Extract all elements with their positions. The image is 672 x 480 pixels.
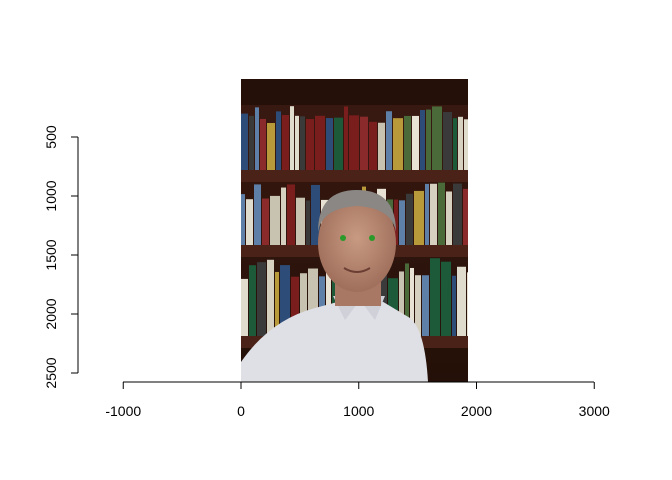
annotation-point-left bbox=[340, 235, 346, 241]
book-spine bbox=[287, 184, 295, 245]
book-spine bbox=[410, 267, 414, 336]
book-spine bbox=[326, 118, 333, 170]
book-spine bbox=[241, 113, 248, 170]
book-spine bbox=[295, 115, 299, 170]
book-spine bbox=[241, 194, 245, 245]
book-spine bbox=[369, 121, 377, 170]
book-spine bbox=[254, 184, 261, 245]
x-tick-label: 3000 bbox=[579, 403, 610, 419]
book-spine bbox=[406, 193, 413, 245]
book-spine bbox=[453, 118, 457, 170]
book-spine bbox=[414, 190, 424, 245]
book-spine bbox=[306, 119, 314, 170]
book-spine bbox=[275, 271, 279, 336]
book-spine bbox=[308, 268, 318, 336]
book-spine bbox=[249, 265, 256, 336]
book-spine bbox=[457, 266, 466, 336]
book-spine bbox=[430, 183, 437, 245]
book-spine bbox=[260, 118, 266, 170]
book-spine bbox=[282, 114, 289, 170]
book-spine bbox=[291, 276, 299, 336]
y-tick-label: 500 bbox=[43, 125, 59, 149]
book-spine bbox=[399, 200, 405, 245]
book-spine bbox=[241, 278, 248, 336]
book-spine bbox=[270, 195, 280, 245]
book-spine bbox=[426, 109, 431, 170]
x-axis-ticks: -1000 0 1000 2000 3000 bbox=[105, 382, 610, 419]
book-spine bbox=[326, 263, 331, 336]
book-spine bbox=[344, 106, 348, 170]
book-spine bbox=[425, 183, 429, 245]
book-spine bbox=[432, 106, 442, 170]
annotation-point-right bbox=[369, 235, 375, 241]
book-spine bbox=[334, 117, 343, 170]
x-tick-label: 2000 bbox=[461, 403, 492, 419]
book-spine bbox=[300, 116, 305, 170]
y-tick-label: 2500 bbox=[43, 357, 59, 388]
book-spine bbox=[276, 111, 281, 170]
book-spine bbox=[405, 263, 409, 336]
book-spine bbox=[246, 199, 253, 245]
book-spine bbox=[315, 115, 325, 170]
book-spine bbox=[262, 198, 269, 245]
y-tick-label: 2000 bbox=[43, 298, 59, 329]
x-tick-label: 0 bbox=[237, 403, 245, 419]
book-spine bbox=[267, 123, 275, 170]
book-spine bbox=[349, 115, 359, 170]
book-spine bbox=[281, 187, 286, 245]
book-spine bbox=[446, 191, 452, 245]
book-spine bbox=[280, 265, 290, 336]
book-spine bbox=[300, 273, 307, 336]
x-tick-label: 1000 bbox=[343, 403, 374, 419]
book-spine bbox=[441, 261, 451, 336]
book-spine bbox=[290, 106, 294, 170]
book-spine bbox=[458, 116, 463, 170]
book-spine bbox=[394, 199, 398, 245]
y-tick-label: 1500 bbox=[43, 239, 59, 270]
y-axis-ticks: 500 1000 1500 2000 2500 bbox=[43, 125, 78, 389]
book-spine bbox=[249, 115, 254, 170]
book-spine bbox=[311, 184, 320, 245]
book-spine bbox=[386, 111, 392, 170]
book-spine bbox=[467, 272, 468, 336]
book-spine bbox=[296, 197, 305, 245]
book-spine bbox=[412, 115, 419, 170]
book-spine bbox=[443, 112, 452, 170]
book-spine bbox=[452, 275, 456, 336]
book-spine bbox=[257, 262, 266, 336]
book-spine bbox=[430, 258, 440, 336]
book-spine bbox=[399, 271, 404, 336]
book-spine bbox=[393, 118, 403, 170]
book-spine bbox=[422, 275, 429, 336]
book-spine bbox=[404, 115, 411, 170]
y-tick-label: 1000 bbox=[43, 180, 59, 211]
book-spine bbox=[255, 107, 259, 170]
book-spine bbox=[463, 188, 468, 245]
book-spine bbox=[378, 122, 385, 170]
book-spine bbox=[438, 182, 445, 245]
book-spine bbox=[464, 119, 468, 170]
book-spine bbox=[388, 278, 398, 336]
portrait-photo bbox=[241, 79, 468, 382]
book-spine bbox=[306, 200, 310, 245]
book-spine bbox=[415, 275, 421, 336]
x-tick-label: -1000 bbox=[105, 403, 141, 419]
book-spine bbox=[360, 116, 368, 170]
book-spine bbox=[453, 183, 462, 245]
book-spine bbox=[420, 110, 425, 170]
book-spine bbox=[267, 259, 274, 336]
